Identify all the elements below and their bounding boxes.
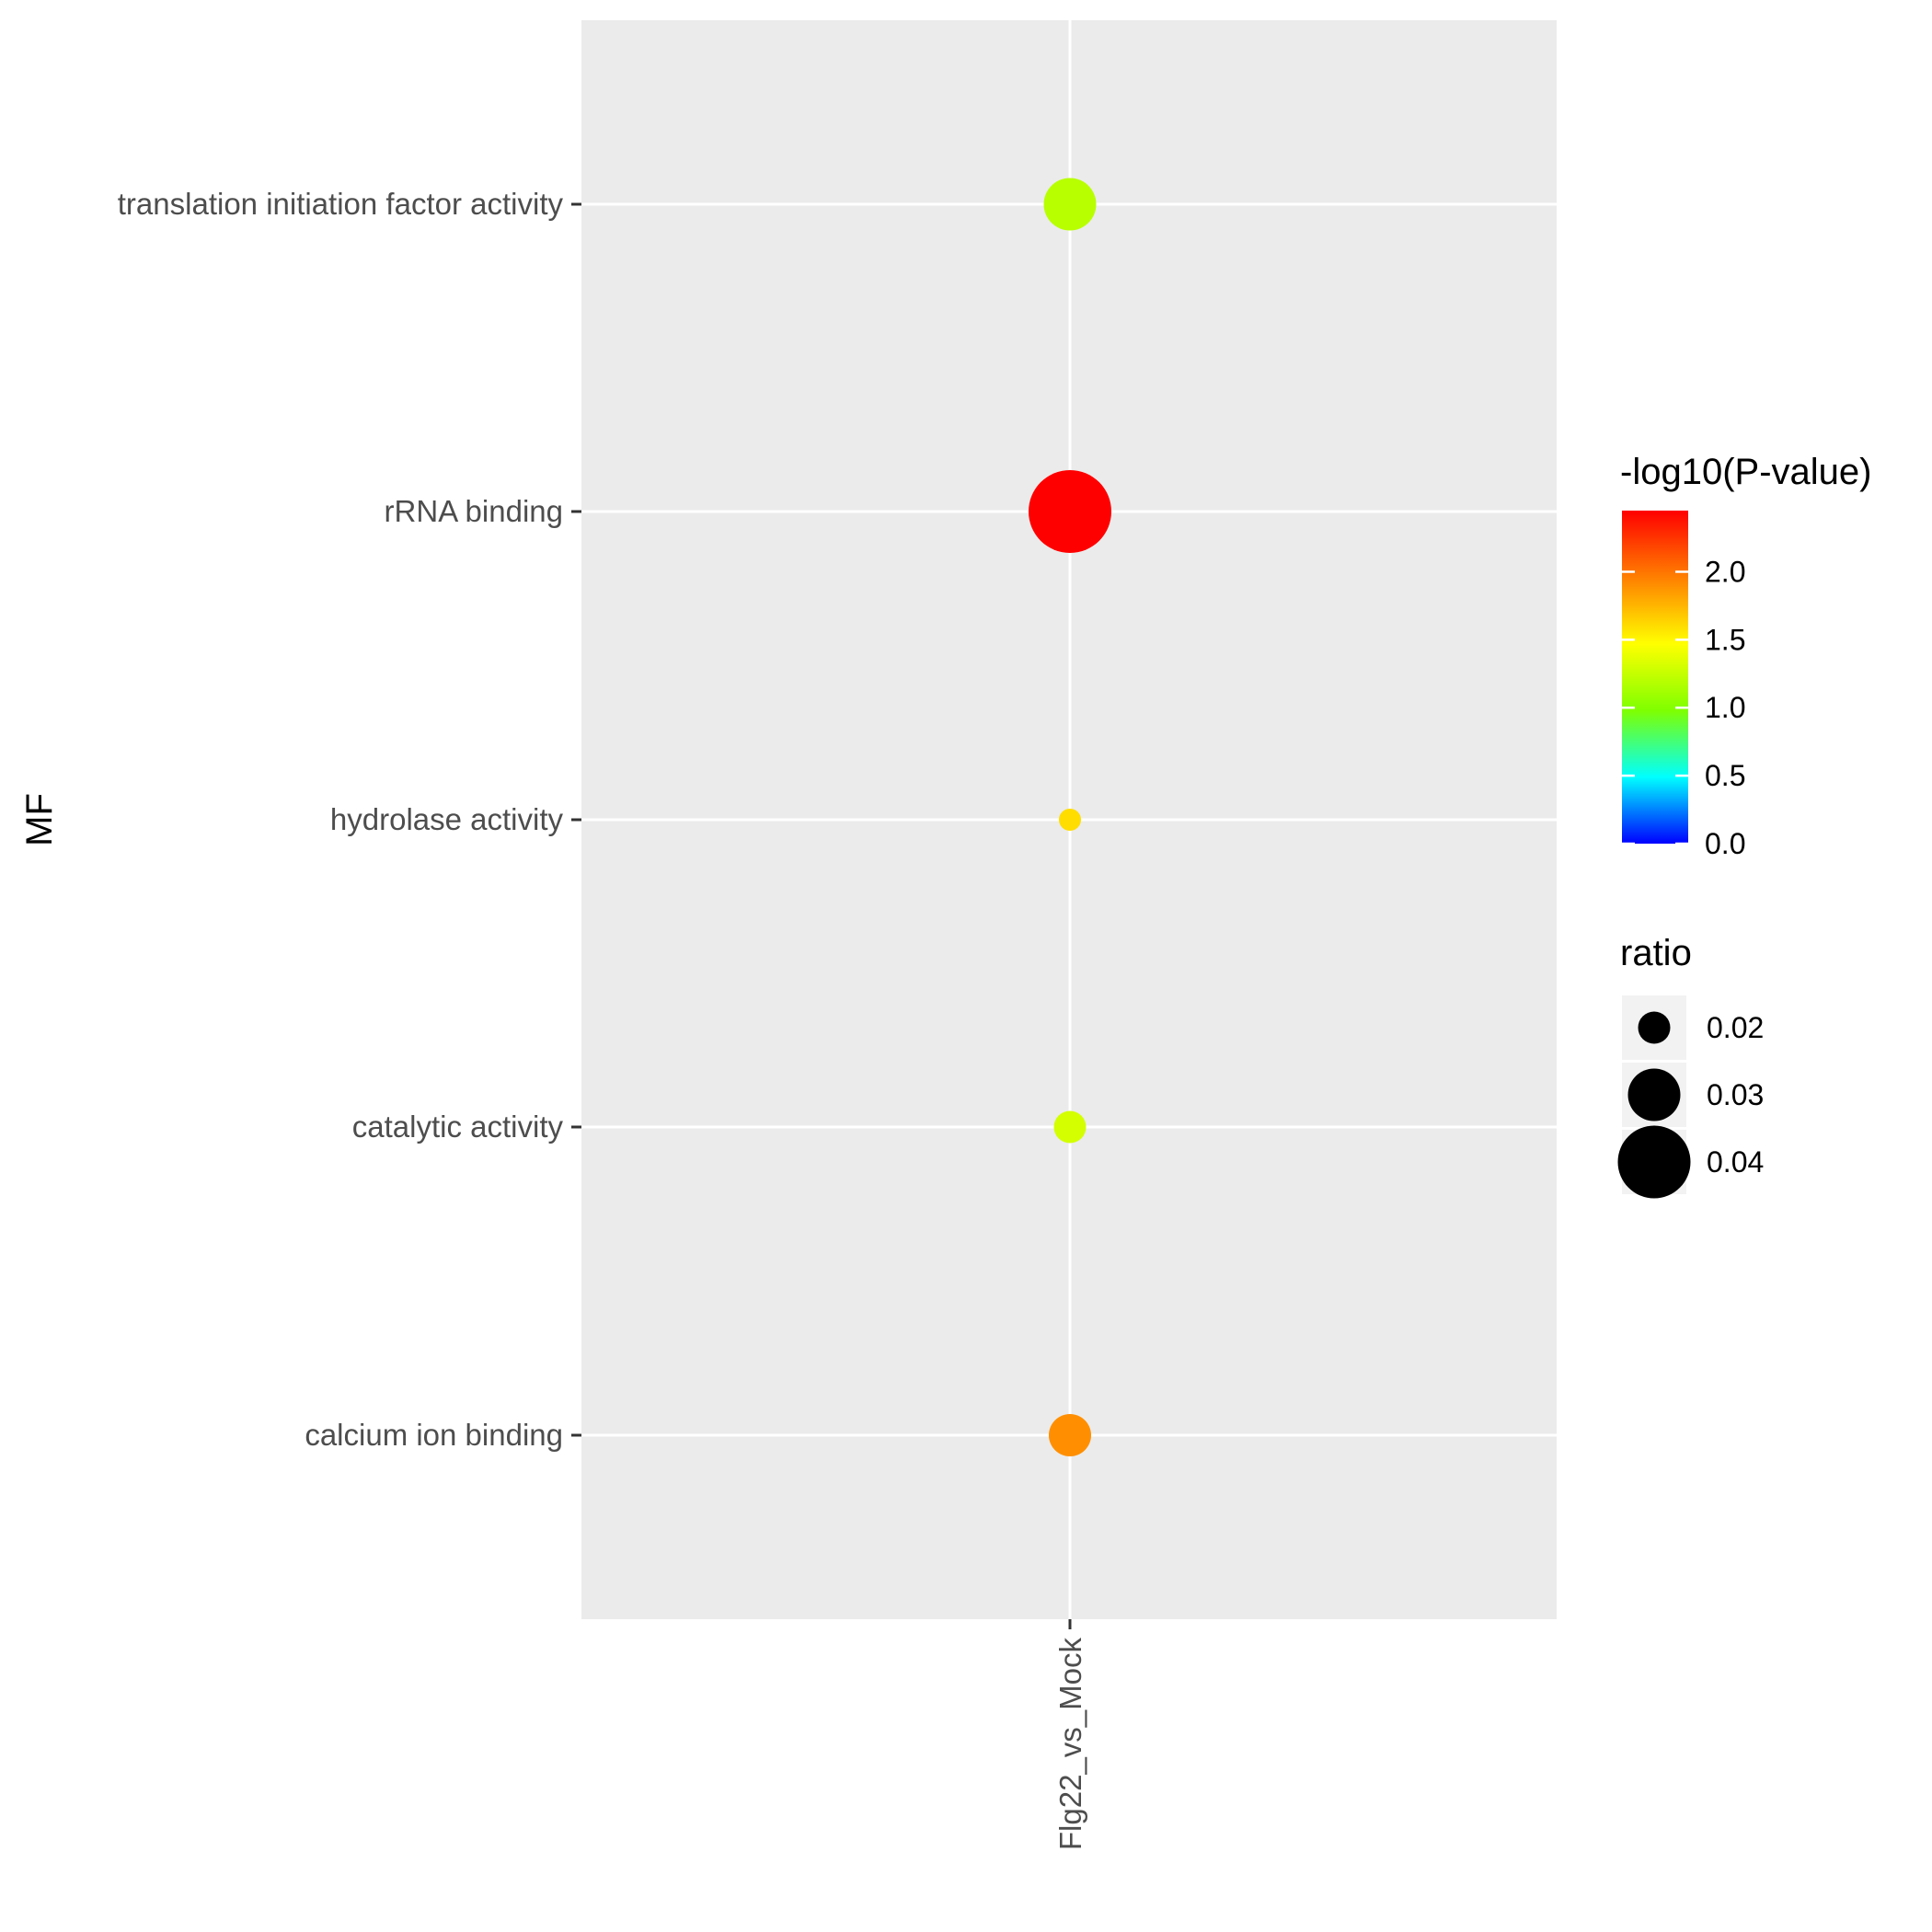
y-tick-label: calcium ion binding — [305, 1418, 563, 1452]
y-tick-label: catalytic activity — [352, 1110, 564, 1144]
size-key-label: 0.04 — [1707, 1145, 1764, 1179]
size-key-label: 0.03 — [1707, 1078, 1764, 1111]
color-legend-title: -log10(P-value) — [1620, 452, 1871, 492]
size-key-dot — [1638, 1011, 1671, 1044]
color-bar — [1622, 511, 1688, 844]
color-bar-tick-label: 2.0 — [1705, 555, 1745, 588]
size-key-label: 0.02 — [1707, 1011, 1764, 1044]
data-point — [1029, 470, 1111, 553]
y-tick-label: hydrolase activity — [330, 802, 564, 836]
size-legend-title: ratio — [1620, 933, 1692, 973]
data-point — [1049, 1414, 1091, 1456]
color-legend: -log10(P-value) 0.0 0.5 1.0 1.5 2.0 — [1620, 452, 1871, 860]
data-point — [1043, 178, 1097, 231]
y-axis: translation initiation factor activity rR… — [118, 187, 581, 1452]
x-axis: Flg22_vs_Mock — [1053, 1619, 1087, 1850]
size-legend: ratio 0.02 0.03 0.04 — [1617, 933, 1764, 1199]
color-bar-tick-label: 0.0 — [1705, 827, 1745, 860]
y-tick-label: translation initiation factor activity — [118, 187, 564, 221]
color-bar-tick-label: 1.5 — [1705, 623, 1745, 656]
data-point — [1053, 1110, 1087, 1144]
size-legend-keys: 0.02 0.03 0.04 — [1617, 995, 1764, 1199]
color-bar-tick-label: 1.0 — [1705, 691, 1745, 724]
data-point — [1059, 809, 1081, 831]
data-points — [1029, 178, 1111, 1456]
size-key-dot — [1627, 1068, 1681, 1121]
color-bar-tick-label: 0.5 — [1705, 759, 1745, 792]
color-bar-ticks: 0.0 0.5 1.0 1.5 2.0 — [1622, 555, 1745, 860]
y-tick-label: rRNA binding — [385, 494, 563, 528]
size-key-dot — [1617, 1125, 1691, 1199]
y-axis-title: MF — [19, 793, 60, 846]
x-tick-label: Flg22_vs_Mock — [1053, 1638, 1087, 1851]
